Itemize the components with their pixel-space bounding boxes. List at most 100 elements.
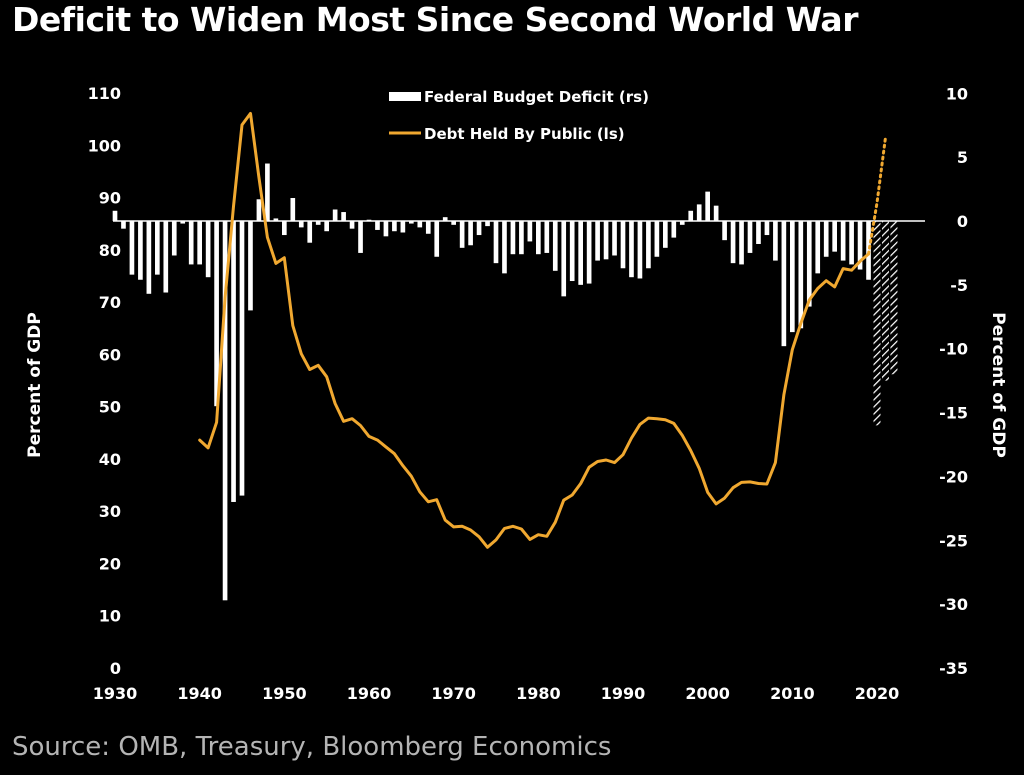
chart-title: Deficit to Widen Most Since Second World…	[12, 0, 858, 39]
deficit-bar	[569, 221, 575, 282]
deficit-projection-bar	[873, 221, 881, 426]
deficit-bar	[358, 221, 363, 253]
deficit-bar	[866, 221, 871, 280]
deficit-bar	[536, 221, 541, 255]
deficit-bar	[417, 221, 423, 228]
y-right-tick-label: -35	[939, 659, 968, 678]
y-right-tick-label: -10	[939, 340, 968, 359]
x-tick-label: 1960	[347, 684, 392, 703]
deficit-bar	[205, 221, 211, 278]
deficit-bar	[823, 221, 829, 257]
deficit-bar	[722, 221, 727, 241]
deficit-bar	[163, 221, 169, 293]
deficit-bar	[231, 221, 236, 502]
deficit-bar	[756, 221, 761, 244]
deficit-bar	[459, 221, 465, 248]
deficit-projection-bars	[873, 221, 898, 426]
legend: Federal Budget Deficit (rs) Debt Held By…	[389, 88, 649, 143]
deficit-bar	[298, 221, 304, 228]
deficit-bar	[705, 191, 710, 221]
deficit-bar	[434, 221, 440, 257]
deficit-bar	[679, 221, 685, 225]
deficit-bar	[586, 221, 592, 284]
y-left-tick-label: 20	[99, 554, 121, 573]
deficit-bar	[696, 204, 702, 221]
deficit-bar	[468, 221, 473, 246]
y-right-tick-label: 10	[946, 84, 968, 103]
deficit-bar	[730, 221, 736, 264]
y-left-tick-label: 0	[110, 659, 121, 678]
legend-label-debt: Debt Held By Public (ls)	[424, 125, 625, 143]
deficit-bar	[476, 221, 482, 236]
deficit-bar	[688, 210, 694, 221]
deficit-bar	[442, 217, 448, 221]
deficit-bar	[180, 221, 186, 224]
deficit-bar	[790, 221, 795, 333]
deficit-bar	[171, 221, 177, 256]
y-left-tick-label: 110	[88, 84, 121, 103]
deficit-projection-bar	[881, 221, 889, 381]
source-note: Source: OMB, Treasury, Bloomberg Economi…	[12, 732, 612, 762]
deficit-bar	[146, 221, 152, 294]
deficit-bar	[713, 205, 719, 221]
debt-projection-line	[867, 135, 887, 256]
deficit-bar	[341, 212, 346, 221]
x-tick-label: 2020	[855, 684, 900, 703]
deficit-projection-bar	[890, 221, 898, 375]
deficit-bar	[248, 221, 253, 311]
y-left-tick-label: 90	[99, 189, 121, 208]
deficit-bar	[671, 221, 677, 238]
deficit-bar	[239, 221, 245, 496]
deficit-bar	[214, 221, 219, 407]
deficit-bar	[552, 221, 558, 271]
y-right-tick-label: 0	[957, 212, 968, 231]
y-axis-left-ticks: 0 10 20 30 40 50 60 70 80 90 100 110	[88, 84, 121, 678]
legend-label-deficit: Federal Budget Deficit (rs)	[424, 88, 649, 106]
deficit-bar	[349, 221, 355, 229]
deficit-bar	[324, 221, 329, 232]
y-left-tick-label: 100	[88, 136, 121, 155]
deficit-bar	[510, 221, 516, 255]
y-axis-right-label: Percent of GDP	[988, 312, 1008, 458]
deficit-bar	[307, 221, 313, 243]
deficit-bar	[273, 218, 279, 221]
deficit-bar	[840, 221, 846, 261]
deficit-bar	[764, 221, 770, 236]
deficit-bar	[197, 221, 202, 265]
deficit-bar	[629, 221, 634, 278]
deficit-bar	[265, 163, 270, 221]
deficit-bar	[781, 221, 787, 347]
deficit-bar	[654, 221, 660, 257]
deficit-bar	[612, 221, 617, 256]
deficit-bar	[222, 221, 228, 601]
deficit-bar	[527, 221, 533, 242]
y-axis-right-ticks: 10 5 0 -5 -10 -15 -20 -25 -30 -35	[939, 84, 968, 678]
deficit-bar	[392, 221, 397, 232]
y-left-tick-label: 50	[99, 398, 121, 417]
deficit-bar	[544, 221, 550, 253]
y-right-tick-label: -5	[950, 276, 968, 295]
deficit-bar	[129, 221, 135, 275]
deficit-bar	[282, 221, 287, 236]
deficit-bar	[578, 221, 583, 285]
deficit-bar	[138, 221, 143, 280]
x-tick-label: 2010	[770, 684, 815, 703]
deficit-bar	[798, 221, 804, 329]
deficit-bar	[849, 221, 854, 265]
x-tick-label: 1980	[516, 684, 561, 703]
y-left-tick-label: 10	[99, 607, 121, 626]
y-right-tick-label: -25	[939, 531, 968, 550]
x-tick-label: 2000	[685, 684, 730, 703]
deficit-bar	[747, 221, 753, 253]
deficit-bar	[739, 221, 744, 265]
deficit-bar	[485, 221, 490, 227]
y-left-tick-label: 60	[99, 345, 121, 364]
deficit-bar	[637, 221, 643, 279]
deficit-bar	[400, 221, 406, 233]
deficit-bar	[773, 221, 778, 261]
y-left-tick-label: 80	[99, 241, 121, 260]
deficit-bar	[620, 221, 626, 269]
deficit-bar	[603, 221, 609, 260]
deficit-bar	[451, 221, 456, 225]
